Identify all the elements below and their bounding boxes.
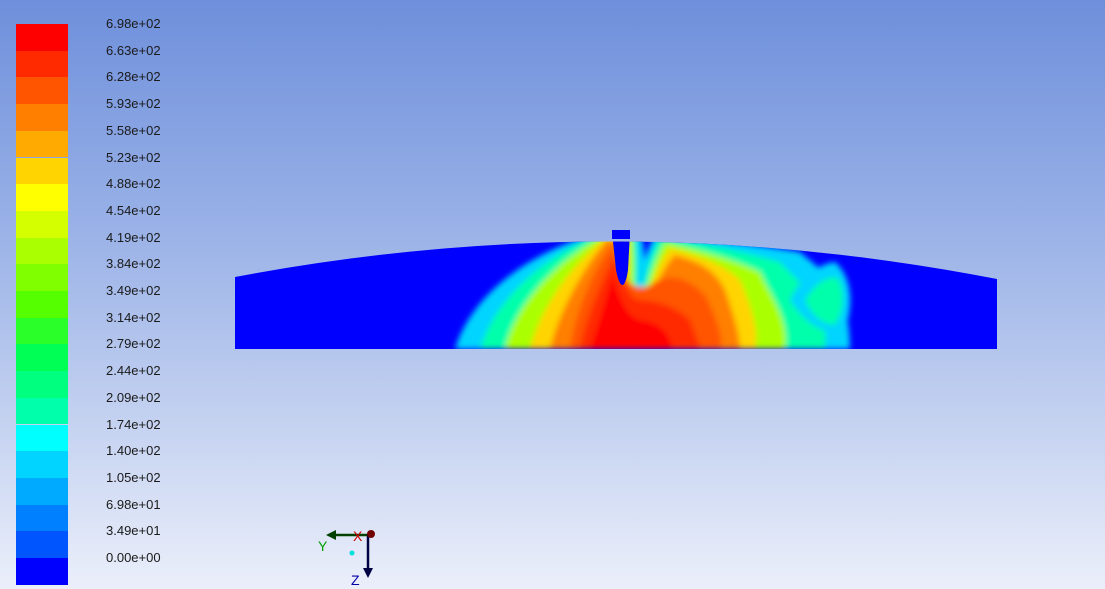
legend-swatch	[16, 397, 68, 425]
legend-tick-label: 2.79e+02	[106, 336, 161, 352]
legend-swatch	[16, 371, 68, 398]
legend-swatch	[16, 317, 68, 345]
legend-tick-label: 1.74e+02	[106, 416, 161, 432]
legend-swatch	[16, 184, 68, 211]
legend-tick-label: 4.19e+02	[106, 229, 161, 245]
legend-tick-label: 6.28e+02	[106, 69, 161, 85]
x-axis-label: X	[353, 528, 363, 544]
legend-tick-label: 1.40e+02	[106, 443, 161, 459]
legend-tick-label: 3.49e+02	[106, 283, 161, 298]
legend-tick-label: 2.44e+02	[106, 363, 161, 379]
legend-tick-label: 5.58e+02	[106, 122, 161, 138]
inlet-jet	[612, 241, 630, 285]
legend-swatch	[16, 451, 68, 478]
legend-swatch	[16, 531, 68, 558]
legend-swatch	[16, 424, 68, 452]
legend-swatch	[16, 157, 68, 185]
legend-swatch	[16, 264, 68, 291]
legend-swatch	[16, 130, 68, 158]
legend-tick-label: 3.84e+02	[106, 256, 161, 272]
legend-swatch	[16, 291, 68, 318]
legend-tick-label: 0.00e+00	[106, 550, 161, 565]
legend-swatch	[16, 344, 68, 372]
legend-swatch	[16, 477, 68, 505]
legend-swatch	[16, 504, 68, 532]
legend-tick-label: 6.98e+02	[106, 16, 161, 31]
legend-tick-label: 6.98e+01	[106, 496, 161, 512]
legend-swatch	[16, 558, 68, 585]
legend-tick-label: 4.88e+02	[106, 176, 161, 192]
legend-tick-label: 3.14e+02	[106, 309, 161, 325]
legend-swatch	[16, 24, 68, 51]
legend-tick-label: 3.49e+01	[106, 523, 161, 539]
origin-marker	[349, 550, 355, 556]
legend-swatch	[16, 237, 68, 265]
y-axis-label: Y	[318, 538, 328, 554]
legend-tick-label: 1.05e+02	[106, 469, 161, 485]
legend-swatch	[16, 210, 68, 238]
y-axis-arrowhead	[326, 530, 336, 540]
inlet-tab	[612, 230, 630, 239]
axis-triad: X Y Z	[310, 520, 390, 588]
contour-domain	[235, 241, 997, 349]
legend-tick-label: 6.63e+02	[106, 42, 161, 58]
legend-tick-label: 5.93e+02	[106, 96, 161, 112]
legend-swatch	[16, 50, 68, 78]
legend-tick-label: 5.23e+02	[106, 149, 161, 165]
z-axis-arrowhead	[363, 568, 373, 578]
z-axis-label: Z	[351, 572, 360, 588]
legend-tick-label: 4.54e+02	[106, 202, 161, 218]
x-axis-dot	[367, 530, 375, 538]
legend-swatch	[16, 77, 68, 105]
legend-tick-label: 2.09e+02	[106, 389, 161, 405]
legend-swatch	[16, 104, 68, 131]
